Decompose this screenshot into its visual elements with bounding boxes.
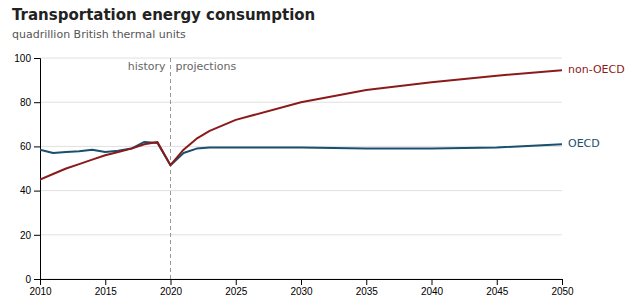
plot-area: 2010201520202025203020352040204520500204… — [14, 53, 624, 297]
x-axis-line — [41, 280, 563, 286]
x-tick: 2020 — [160, 279, 183, 297]
y-tick-mark — [34, 279, 40, 280]
x-tick: 2025 — [225, 279, 248, 297]
x-tick-label: 2050 — [551, 286, 574, 297]
y-axis: 0 20 40 60 80 100 — [14, 53, 40, 285]
x-tick-label: 2035 — [356, 286, 379, 297]
y-tick-label: 100 — [14, 53, 31, 64]
x-axis: 2010 2015 2020 2025 2030 2035 2040 2045 2050 — [29, 279, 574, 297]
x-tick: 2015 — [95, 279, 118, 297]
annotation: projections — [176, 60, 237, 73]
x-tick-label: 2030 — [290, 286, 313, 297]
x-tick-label: 2040 — [421, 286, 444, 297]
x-tick-mark — [432, 279, 433, 285]
y-tick-mark — [34, 191, 40, 192]
grid-line — [40, 234, 562, 235]
y-tick-label: 0 — [25, 274, 31, 285]
x-tick-mark — [366, 279, 367, 285]
x-tick: 2030 — [290, 279, 313, 297]
x-tick-mark — [301, 279, 302, 285]
grid — [40, 58, 562, 279]
x-tick-mark — [497, 279, 498, 285]
x-tick: 2035 — [356, 279, 379, 297]
subtitle: quadrillion British thermal units — [12, 28, 186, 41]
x-tick-mark — [171, 279, 172, 285]
y-axis-line — [34, 59, 41, 280]
y-tick: 40 — [20, 185, 40, 196]
x-tick: 2010 — [29, 279, 52, 297]
series-label: OECD — [568, 137, 600, 150]
series-label: non-OECD — [568, 63, 625, 76]
y-tick-mark — [34, 235, 40, 236]
y-tick: 100 — [14, 53, 40, 64]
y-tick-mark — [34, 58, 40, 59]
x-tick-mark — [562, 279, 563, 285]
y-tick-label: 60 — [20, 141, 32, 152]
series-line — [40, 142, 562, 165]
x-tick-label: 2020 — [160, 286, 183, 297]
divider-line — [170, 58, 171, 279]
x-tick-mark — [236, 279, 237, 285]
x-tick-label: 2025 — [225, 286, 248, 297]
y-tick-label: 80 — [20, 97, 32, 108]
x-tick-label: 2045 — [486, 286, 509, 297]
y-tick: 0 — [25, 274, 40, 285]
y-tick: 20 — [20, 230, 40, 241]
x-tick: 2040 — [421, 279, 444, 297]
grid-line — [40, 58, 562, 59]
x-tick-label: 2015 — [95, 286, 118, 297]
marks — [40, 58, 562, 279]
grid-line — [40, 190, 562, 191]
y-tick: 80 — [20, 97, 40, 108]
chart: Transportation energy consumption quadril… — [0, 0, 640, 305]
y-tick-mark — [34, 102, 40, 103]
title: Transportation energy consumption — [12, 6, 315, 24]
y-tick-label: 40 — [20, 185, 32, 196]
y-tick: 60 — [20, 141, 40, 152]
y-tick-mark — [34, 146, 40, 147]
x-tick: 2050 — [551, 279, 574, 297]
x-tick-label: 2010 — [29, 286, 52, 297]
x-tick-mark — [105, 279, 106, 285]
series-line — [40, 70, 562, 179]
y-tick-label: 20 — [20, 230, 32, 241]
x-tick: 2045 — [486, 279, 509, 297]
annotation: history — [128, 60, 166, 73]
